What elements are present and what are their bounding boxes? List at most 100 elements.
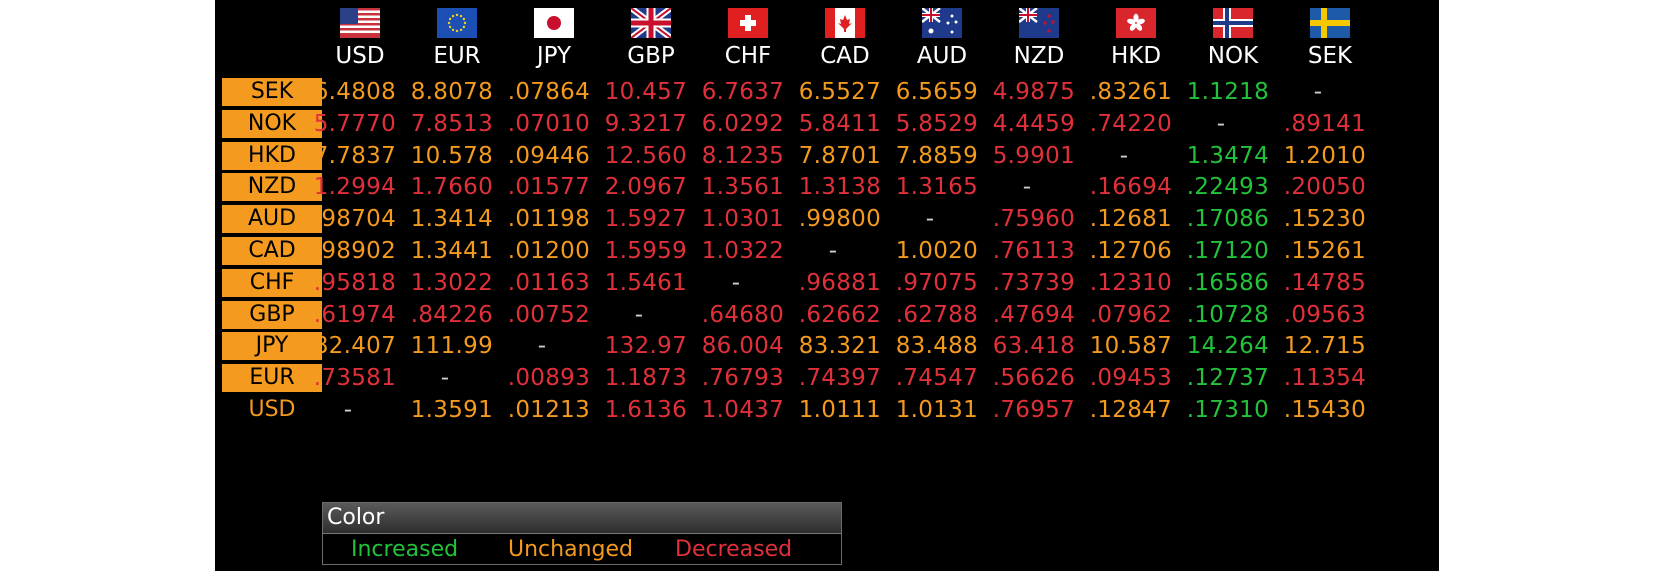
rate-cell[interactable]: 7.7837 — [313, 142, 396, 169]
rate-cell[interactable]: 12.560 — [604, 142, 687, 169]
rate-cell[interactable]: .97075 — [895, 269, 978, 296]
rate-cell[interactable]: .73581 — [313, 365, 396, 392]
rate-cell[interactable]: .17086 — [1186, 206, 1269, 233]
rate-cell[interactable]: .12681 — [1089, 206, 1172, 233]
rate-cell[interactable]: .76113 — [992, 238, 1075, 264]
rate-cell[interactable]: 1.3165 — [895, 174, 978, 201]
rate-cell[interactable]: .96881 — [798, 269, 881, 296]
rate-cell[interactable]: .10728 — [1186, 301, 1269, 328]
rate-cell[interactable]: 1.3591 — [410, 397, 493, 423]
rate-cell[interactable]: 5.8411 — [798, 110, 881, 137]
row-label-cad[interactable]: CAD — [222, 237, 322, 265]
rate-cell[interactable]: .56626 — [992, 365, 1075, 392]
rate-cell[interactable]: .74220 — [1089, 110, 1172, 137]
rate-cell[interactable]: .16694 — [1089, 174, 1172, 201]
rate-cell[interactable]: .07864 — [507, 79, 590, 105]
rate-cell[interactable]: .00893 — [507, 365, 590, 392]
rate-cell[interactable]: .11354 — [1283, 365, 1366, 392]
rate-cell[interactable]: 4.4459 — [992, 110, 1075, 137]
rate-cell[interactable]: .95818 — [313, 269, 396, 296]
rate-cell[interactable]: 1.5461 — [604, 269, 687, 296]
rate-cell[interactable]: 63.418 — [992, 333, 1075, 360]
rate-cell[interactable]: .09453 — [1089, 365, 1172, 392]
row-label-aud[interactable]: AUD — [222, 205, 322, 234]
rate-cell[interactable]: 1.0131 — [895, 397, 978, 423]
rate-cell[interactable]: .89141 — [1283, 110, 1366, 137]
rate-cell[interactable]: 1.3474 — [1186, 142, 1269, 169]
rate-cell[interactable]: .12310 — [1089, 269, 1172, 296]
rate-cell[interactable]: - — [925, 206, 935, 233]
rate-cell[interactable]: 83.488 — [895, 333, 978, 360]
rate-cell[interactable]: 1.2994 — [313, 174, 396, 201]
rate-cell[interactable]: 1.2010 — [1283, 142, 1366, 169]
rate-cell[interactable]: - — [440, 365, 450, 392]
rate-cell[interactable]: 10.457 — [604, 79, 687, 105]
rate-cell[interactable]: 1.0111 — [798, 397, 881, 423]
column-header-aud[interactable]: AUD — [894, 8, 990, 70]
row-label-jpy[interactable]: JPY — [222, 332, 322, 361]
rate-cell[interactable]: .01163 — [507, 269, 590, 296]
rate-cell[interactable]: - — [634, 301, 644, 328]
rate-cell[interactable]: .15430 — [1283, 397, 1366, 423]
rate-cell[interactable]: 1.3414 — [410, 206, 493, 233]
rate-cell[interactable]: .83261 — [1089, 79, 1172, 105]
column-header-jpy[interactable]: JPY — [506, 8, 602, 70]
rate-cell[interactable]: .09446 — [507, 142, 590, 169]
rate-cell[interactable]: 6.5527 — [798, 79, 881, 105]
rate-cell[interactable]: .17120 — [1186, 238, 1269, 264]
rate-cell[interactable]: 1.6136 — [604, 397, 687, 423]
rate-cell[interactable]: - — [537, 333, 547, 360]
rate-cell[interactable]: 12.715 — [1283, 333, 1366, 360]
rate-cell[interactable]: 2.0967 — [604, 174, 687, 201]
rate-cell[interactable]: .09563 — [1283, 301, 1366, 328]
rate-cell[interactable]: - — [1313, 79, 1323, 105]
rate-cell[interactable]: 1.5959 — [604, 238, 687, 264]
column-header-hkd[interactable]: HKD — [1088, 8, 1184, 70]
rate-cell[interactable]: 1.3138 — [798, 174, 881, 201]
rate-cell[interactable]: 5.7770 — [313, 110, 396, 137]
rate-cell[interactable]: 10.587 — [1089, 333, 1172, 360]
rate-cell[interactable]: 1.5927 — [604, 206, 687, 233]
rate-cell[interactable]: .01200 — [507, 238, 590, 264]
rate-cell[interactable]: .00752 — [507, 301, 590, 328]
rate-cell[interactable]: 7.8859 — [895, 142, 978, 169]
rate-cell[interactable]: 14.264 — [1186, 333, 1269, 360]
rate-cell[interactable]: .17310 — [1186, 397, 1269, 423]
rate-cell[interactable]: .74397 — [798, 365, 881, 392]
column-header-eur[interactable]: EUR — [409, 8, 505, 70]
rate-cell[interactable]: .73739 — [992, 269, 1075, 296]
rate-cell[interactable]: - — [1216, 110, 1226, 137]
rate-cell[interactable]: .01577 — [507, 174, 590, 201]
row-label-gbp[interactable]: GBP — [222, 300, 322, 329]
rate-cell[interactable]: - — [343, 397, 353, 423]
rate-cell[interactable]: 1.0020 — [895, 238, 978, 264]
rate-cell[interactable]: .07010 — [507, 110, 590, 137]
rate-cell[interactable]: 9.3217 — [604, 110, 687, 137]
rate-cell[interactable]: .01213 — [507, 397, 590, 423]
row-label-hkd[interactable]: HKD — [222, 141, 322, 170]
column-header-sek[interactable]: SEK — [1282, 8, 1378, 70]
row-label-chf[interactable]: CHF — [222, 268, 322, 297]
rate-cell[interactable]: .15230 — [1283, 206, 1366, 233]
rate-cell[interactable]: 7.8513 — [410, 110, 493, 137]
column-header-gbp[interactable]: GBP — [603, 8, 699, 70]
rate-cell[interactable]: 6.0292 — [701, 110, 784, 137]
rate-cell[interactable]: 1.7660 — [410, 174, 493, 201]
rate-cell[interactable]: 86.004 — [701, 333, 784, 360]
rate-cell[interactable]: .76793 — [701, 365, 784, 392]
rate-cell[interactable]: - — [1022, 174, 1032, 201]
rate-cell[interactable]: .12706 — [1089, 238, 1172, 264]
rate-cell[interactable]: .75960 — [992, 206, 1075, 233]
rate-cell[interactable]: 1.3441 — [410, 238, 493, 264]
rate-cell[interactable]: 1.1873 — [604, 365, 687, 392]
rate-cell[interactable]: .12847 — [1089, 397, 1172, 423]
rate-cell[interactable]: - — [1119, 142, 1129, 169]
rate-cell[interactable]: 10.578 — [410, 142, 493, 169]
rate-cell[interactable]: .84226 — [410, 301, 493, 328]
rate-cell[interactable]: 5.9901 — [992, 142, 1075, 169]
rate-cell[interactable]: .01198 — [507, 206, 590, 233]
rate-cell[interactable]: .16586 — [1186, 269, 1269, 296]
rate-cell[interactable]: 1.3022 — [410, 269, 493, 296]
row-label-eur[interactable]: EUR — [222, 364, 322, 393]
rate-cell[interactable]: .47694 — [992, 301, 1075, 328]
